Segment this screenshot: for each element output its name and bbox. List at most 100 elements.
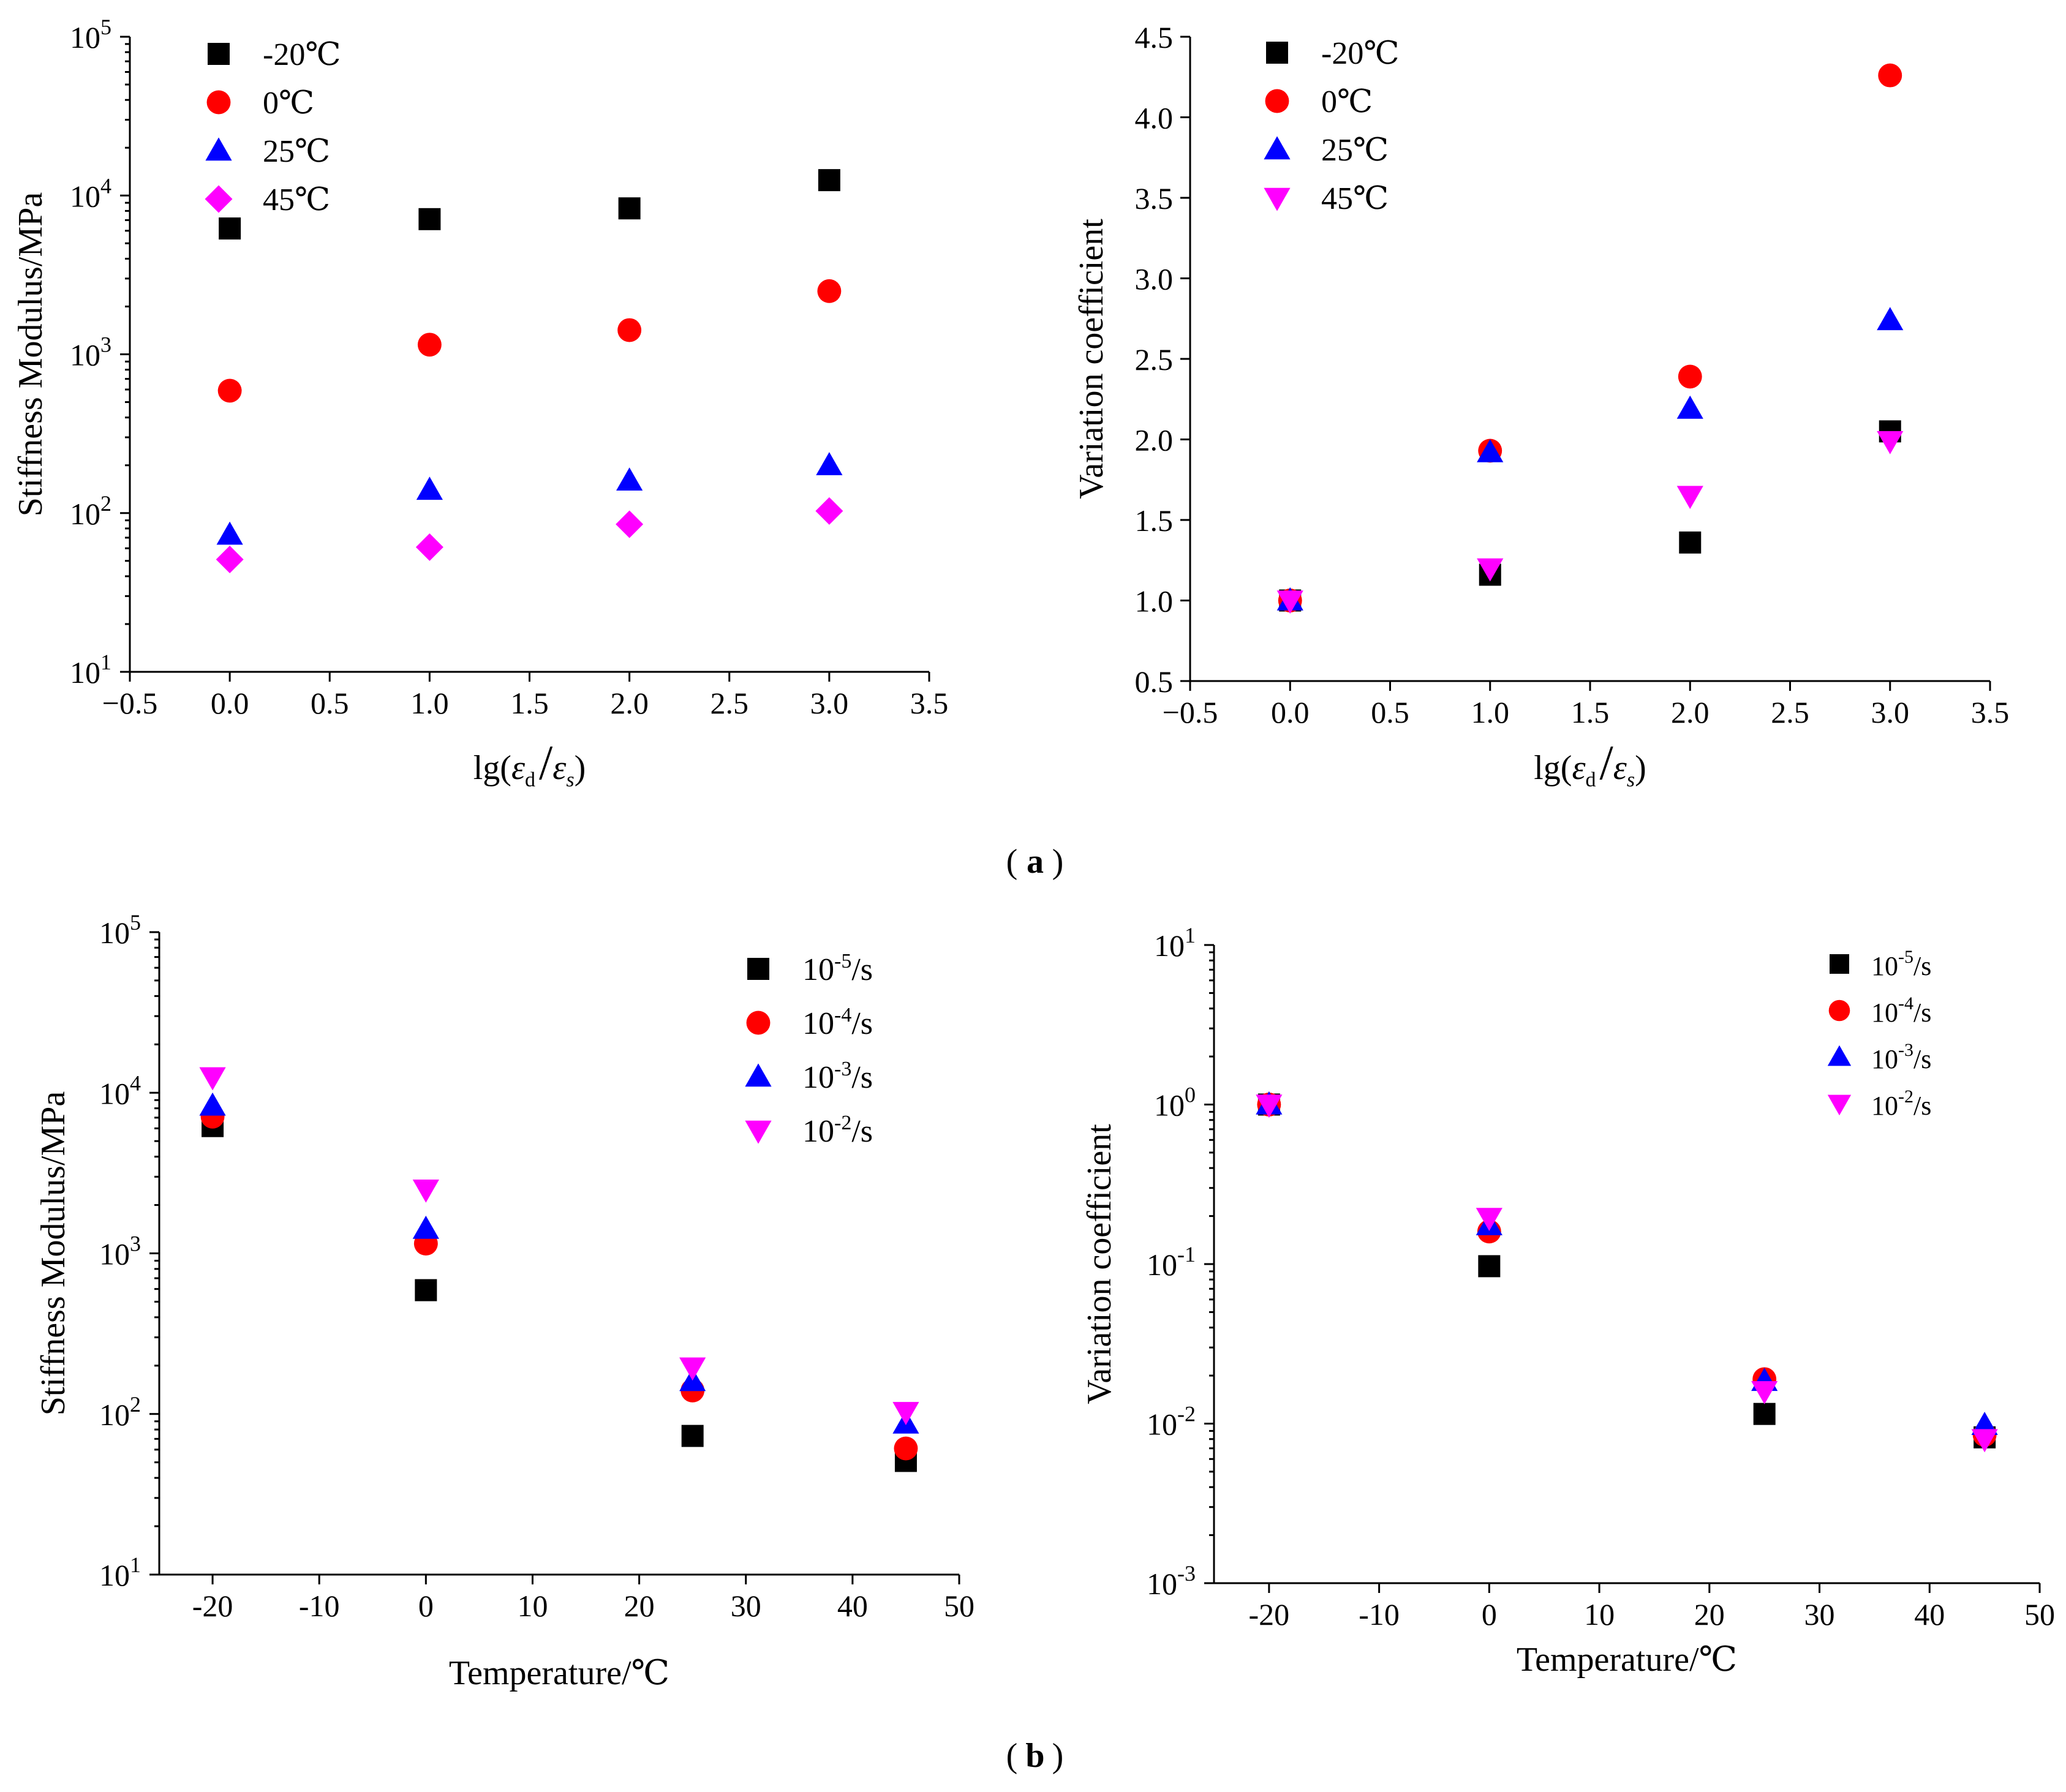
x-tick-label: -20: [1249, 1597, 1290, 1632]
y-tick-label: 10-3: [1147, 1561, 1196, 1601]
data-point: [199, 1092, 226, 1116]
data-point: [1678, 364, 1702, 389]
x-axis-title-prefix: lg(: [1534, 749, 1572, 787]
data-point: [1877, 307, 1904, 331]
data-point: [679, 1357, 706, 1381]
legend-label-base: 10: [1871, 1091, 1898, 1121]
x-axis-title-suffix: ): [1635, 749, 1646, 787]
y-tick-label: 101: [70, 650, 111, 690]
y-tick-label-base: 10: [70, 497, 100, 531]
caption-b-close-paren: ): [1052, 1737, 1064, 1775]
data-point: [415, 533, 443, 561]
data-point: [617, 318, 642, 342]
x-tick-label: 0.5: [1371, 695, 1409, 729]
legend-label-base: 10: [802, 952, 834, 987]
chart-b-left: -20 -10 0 10 20 30 40 50101102103104105Stiffnes…: [34, 910, 975, 1692]
legend-label-unit: /s: [851, 1114, 873, 1149]
x-tick-label: 3.5: [910, 686, 949, 720]
data-point: [1478, 1255, 1501, 1278]
legend-label-exponent: -2: [1898, 1086, 1913, 1107]
y-tick-label-exponent: 1: [130, 1553, 141, 1577]
x-axis-title-sub-d: d: [1586, 769, 1596, 791]
chart-b-right: -20 -10 0 10 20 30 40 5010-310-210-1100101Varia…: [1080, 923, 2055, 1679]
legend-marker: [1827, 1094, 1852, 1116]
legend-label: 25℃: [263, 134, 330, 169]
x-tick-label: 0.0: [1271, 695, 1310, 729]
legend-marker: [1828, 1000, 1850, 1022]
x-axis-title-suffix: ): [575, 749, 586, 787]
data-point: [681, 1425, 704, 1447]
x-axis-title: lg(εd/εs): [473, 736, 586, 791]
legend-label: 45℃: [1321, 181, 1389, 216]
x-tick-label: 50: [2024, 1597, 2055, 1632]
x-tick-label: −0.5: [1163, 695, 1218, 729]
data-point: [412, 1215, 439, 1239]
x-axis-title: Temperature/℃: [1517, 1641, 1737, 1679]
y-tick-label-exponent: 0: [1185, 1083, 1196, 1107]
y-tick-label-exponent: 4: [100, 173, 111, 198]
y-tick-label: 101: [1154, 923, 1196, 963]
legend-label-base: 10: [802, 1114, 834, 1149]
x-tick-label: 20: [1694, 1597, 1725, 1632]
y-tick-label: 104: [70, 173, 111, 213]
legend-label: 10-4/s: [802, 1004, 873, 1041]
data-point: [616, 510, 644, 538]
y-tick-label: 101: [99, 1553, 141, 1592]
data-point: [1676, 395, 1703, 419]
y-axis-title: Variation coefficient: [1080, 1124, 1118, 1404]
x-axis-title-epsilon-d: ε: [511, 749, 526, 787]
y-tick-label: 10-2: [1147, 1402, 1196, 1442]
data-point: [894, 1436, 918, 1461]
x-tick-label: 10: [517, 1589, 548, 1623]
legend-label: 25℃: [1321, 133, 1389, 168]
x-axis-title-sub-d: d: [525, 769, 535, 791]
data-point: [816, 452, 843, 475]
y-tick-label: 102: [70, 491, 111, 531]
y-tick-label-exponent: 5: [130, 910, 141, 935]
x-tick-label: 10: [1584, 1597, 1615, 1632]
chart-a-right: −0.5 0.0 0.5 1.0 1.5 2.0 2.5 3.0 3.5 0.5 1.0 1.5 2.0…: [1073, 20, 2009, 791]
legend-marker: [1265, 89, 1289, 113]
data-point: [892, 1402, 919, 1425]
y-tick-label-exponent: 1: [100, 650, 111, 674]
legend-label: 10-3/s: [1871, 1040, 1931, 1074]
y-tick-label-base: 10: [70, 20, 100, 55]
caption-b: b: [1025, 1737, 1044, 1775]
y-tick-label: 102: [99, 1392, 141, 1432]
x-axis-title-epsilon-s: ε: [552, 749, 567, 787]
x-tick-label: 0: [418, 1589, 434, 1623]
caption-b-open-paren: (: [1006, 1737, 1018, 1775]
x-axis-title-sub-s: s: [566, 769, 574, 791]
legend-label-unit: /s: [851, 1060, 873, 1095]
y-tick-label-base: 10: [1147, 1407, 1177, 1442]
data-point: [817, 279, 842, 303]
legend-label-base: 10: [1871, 1044, 1898, 1074]
x-tick-label: 2.5: [1771, 695, 1809, 729]
y-tick-label-base: 10: [1147, 1248, 1177, 1282]
data-point: [417, 333, 442, 357]
legend-label-base: 10: [802, 1006, 834, 1041]
legend-label: 10-2/s: [802, 1112, 873, 1149]
data-point: [1276, 590, 1303, 614]
legend-label-unit: /s: [1913, 1044, 1931, 1074]
x-axis-title: Temperature/℃: [449, 1654, 669, 1692]
x-tick-label: 40: [1914, 1597, 1945, 1632]
legend-label: 10-3/s: [802, 1058, 873, 1095]
y-tick-label-base: 10: [99, 916, 130, 950]
y-tick-label: 10-1: [1147, 1242, 1196, 1282]
legend-marker: [745, 1063, 772, 1087]
legend-label: 10-4/s: [1871, 993, 1931, 1028]
data-point: [219, 217, 241, 240]
x-tick-label: 40: [837, 1589, 868, 1623]
legend-label-unit: /s: [851, 952, 873, 987]
data-point: [1477, 439, 1504, 462]
legend-marker: [205, 185, 233, 213]
y-tick-label-exponent: -3: [1177, 1561, 1196, 1586]
y-axis-title: Variation coefficient: [1073, 219, 1110, 499]
data-point: [1753, 1402, 1776, 1425]
y-axis-title: Stiffness Modulus/MPa: [12, 192, 50, 517]
x-tick-label: 2.5: [711, 686, 749, 720]
data-point: [815, 497, 843, 525]
y-axis-title: Stiffness Modulus/MPa: [34, 1091, 72, 1416]
